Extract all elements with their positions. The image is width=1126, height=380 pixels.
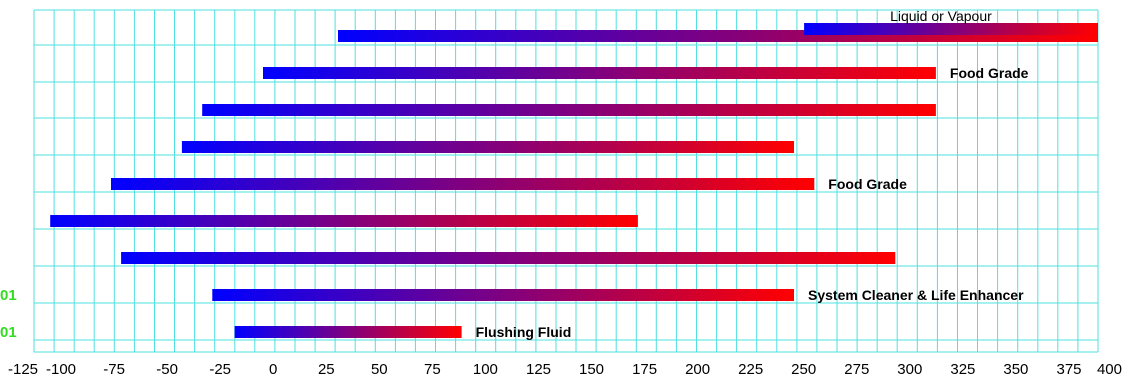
- x-tick-label: 100: [473, 361, 498, 378]
- row-code: 01: [0, 287, 17, 304]
- x-tick-label: 150: [579, 361, 604, 378]
- x-tick-label: 125: [526, 361, 551, 378]
- bar-label: Flushing Fluid: [476, 324, 572, 340]
- x-tick-label: 50: [371, 361, 388, 378]
- x-tick-label: 75: [424, 361, 441, 378]
- bar-label: System Cleaner & Life Enhancer: [808, 287, 1024, 303]
- phase-bar: [804, 23, 1098, 35]
- bar-label: Food Grade: [828, 176, 907, 192]
- x-tick-label: 200: [685, 361, 710, 378]
- x-tick-label: -50: [156, 361, 178, 378]
- range-bar: [234, 326, 462, 338]
- x-tick-label: 350: [1003, 361, 1028, 378]
- range-bar: [263, 67, 936, 79]
- range-bar: [181, 141, 794, 153]
- range-bar: [111, 178, 815, 190]
- x-tick-label: -100: [46, 361, 76, 378]
- x-tick-label: 300: [897, 361, 922, 378]
- range-bar: [212, 289, 795, 301]
- x-tick-label: 375: [1056, 361, 1081, 378]
- range-bar: [50, 215, 638, 227]
- x-tick-label: -25: [209, 361, 231, 378]
- phase-label: Liquid or Vapour: [890, 8, 992, 24]
- range-bar: [121, 252, 896, 264]
- chart-labels: Liquid or Vapour Food Grade Food Grade Syst…: [0, 8, 1029, 341]
- x-tick-label: 225: [738, 361, 763, 378]
- bar-label: Food Grade: [950, 65, 1029, 81]
- x-tick-label: 325: [950, 361, 975, 378]
- range-bar: [202, 104, 936, 116]
- x-axis-ticks: -125 -100 -75 -50 -25 0 25 50 75 100 125 150 175 200 2…: [8, 361, 1122, 378]
- row-code: 01: [0, 324, 17, 341]
- x-tick-label: -75: [103, 361, 125, 378]
- chart-bars: [50, 23, 1098, 338]
- x-tick-label: 400: [1097, 361, 1122, 378]
- x-tick-label: 0: [269, 361, 277, 378]
- x-tick-label: 275: [844, 361, 869, 378]
- x-tick-label: -125: [8, 361, 38, 378]
- x-tick-label: 250: [791, 361, 816, 378]
- x-tick-label: 175: [632, 361, 657, 378]
- x-tick-label: 25: [318, 361, 335, 378]
